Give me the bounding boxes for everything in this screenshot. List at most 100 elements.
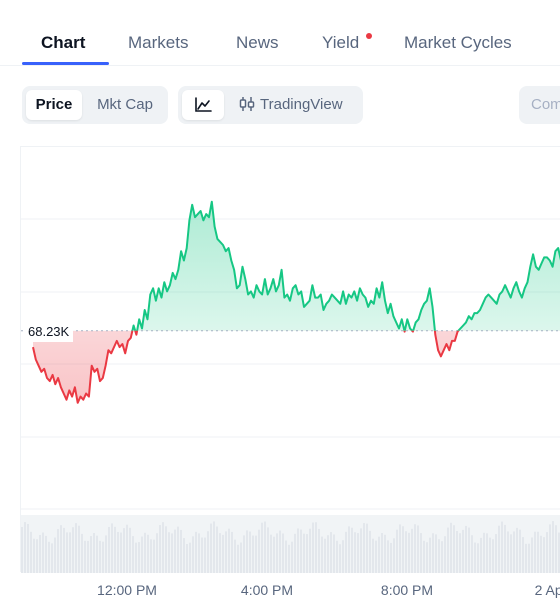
volume-bar <box>165 526 167 573</box>
volume-bar <box>531 537 533 573</box>
volume-bar <box>33 538 35 573</box>
area-below-baseline <box>33 330 459 403</box>
volume-bar <box>426 542 428 573</box>
volume-bar <box>435 534 437 573</box>
volume-bar <box>501 521 503 573</box>
volume-bar <box>351 527 353 573</box>
volume-bar <box>558 532 560 573</box>
volume-bar <box>264 521 266 573</box>
x-tick-label: 12:00 PM <box>97 582 157 598</box>
compare-input[interactable]: Compare <box>519 86 560 124</box>
volume-bar <box>525 543 527 573</box>
volume-bar <box>207 531 209 573</box>
tradingview-button[interactable]: TradingView <box>234 90 358 120</box>
volume-bar <box>219 533 221 573</box>
mkt-cap-button[interactable]: Mkt Cap <box>97 96 153 113</box>
volume-bar <box>441 541 443 573</box>
volume-bar <box>81 533 83 573</box>
volume-bar <box>357 533 359 573</box>
x-tick-label: 8:00 PM <box>381 582 433 598</box>
tab-market-cycles[interactable]: Market Cycles <box>404 33 512 52</box>
volume-bar <box>348 526 350 573</box>
volume-bar <box>438 539 440 573</box>
volume-bar <box>522 537 524 573</box>
volume-bar <box>45 535 47 573</box>
volume-bar <box>540 535 542 573</box>
volume-bar <box>57 529 59 573</box>
volume-bar <box>306 534 308 573</box>
volume-bar <box>456 530 458 573</box>
volume-bar <box>159 525 161 573</box>
tab-markets[interactable]: Markets <box>128 33 189 52</box>
volume-bar <box>549 524 551 573</box>
volume-bar <box>429 537 431 573</box>
candlestick-icon <box>239 97 255 111</box>
volume-bar <box>48 541 50 573</box>
volume-bar <box>420 533 422 573</box>
volume-bar <box>147 534 149 573</box>
volume-bar <box>183 538 185 573</box>
volume-bar <box>369 530 371 573</box>
volume-bar <box>414 524 416 573</box>
volume-bar <box>135 542 137 573</box>
volume-bar <box>393 538 395 573</box>
volume-bar <box>411 528 413 573</box>
volume-bar <box>63 527 65 573</box>
volume-bar <box>519 529 521 573</box>
volume-bar <box>69 532 71 573</box>
volume-bar <box>66 532 68 573</box>
volume-bar <box>180 529 182 573</box>
volume-bar <box>39 534 41 573</box>
active-tab-indicator <box>22 62 109 65</box>
tab-chart[interactable]: Chart <box>41 33 86 52</box>
volume-bar <box>534 531 536 573</box>
volume-bar <box>42 532 44 573</box>
volume-bar <box>381 532 383 573</box>
tradingview-label: TradingView <box>260 96 343 113</box>
volume-bar <box>261 522 263 573</box>
volume-bar <box>300 529 302 573</box>
volume-bar <box>405 531 407 573</box>
volume-bar <box>78 525 80 573</box>
line-chart-button[interactable] <box>182 90 224 120</box>
volume-bar <box>321 536 323 573</box>
volume-bar <box>303 533 305 573</box>
volume-bar <box>99 540 101 573</box>
volume-bar <box>246 530 248 573</box>
volume-bar <box>417 525 419 573</box>
volume-bar <box>105 535 107 573</box>
volume-bar <box>453 525 455 573</box>
volume-bar <box>309 528 311 573</box>
volume-bar <box>465 525 467 573</box>
volume-bar <box>360 528 362 573</box>
volume-bar <box>366 523 368 573</box>
volume-bar <box>402 526 404 573</box>
volume-bar <box>186 544 188 573</box>
volume-bar <box>198 533 200 573</box>
volume-bar <box>423 540 425 573</box>
volume-bar <box>162 522 164 573</box>
volume-bar <box>258 529 260 573</box>
volume-bar <box>432 533 434 573</box>
volume-bar <box>210 523 212 573</box>
volume-bar <box>273 536 275 573</box>
volume-bar <box>516 527 518 573</box>
tab-yield[interactable]: Yield <box>322 33 360 52</box>
tab-news[interactable]: News <box>236 33 279 52</box>
volume-bar <box>555 525 557 573</box>
price-mktcap-toggle: Price Mkt Cap <box>22 86 168 124</box>
volume-bar <box>510 534 512 573</box>
volume-bar <box>168 532 170 573</box>
volume-bar <box>120 532 122 573</box>
price-button[interactable]: Price <box>26 90 82 120</box>
volume-bar <box>327 535 329 573</box>
volume-bar <box>216 526 218 573</box>
volume-bar <box>54 537 56 573</box>
volume-bar <box>117 531 119 573</box>
area-above-baseline <box>33 201 560 331</box>
volume-bar <box>249 531 251 573</box>
volume-bar <box>270 534 272 573</box>
price-chart[interactable]: 12:00 PM 4:00 PM 8:00 PM 2 Apr <box>20 146 560 598</box>
volume-bar <box>471 535 473 573</box>
line-chart-icon <box>195 97 212 112</box>
